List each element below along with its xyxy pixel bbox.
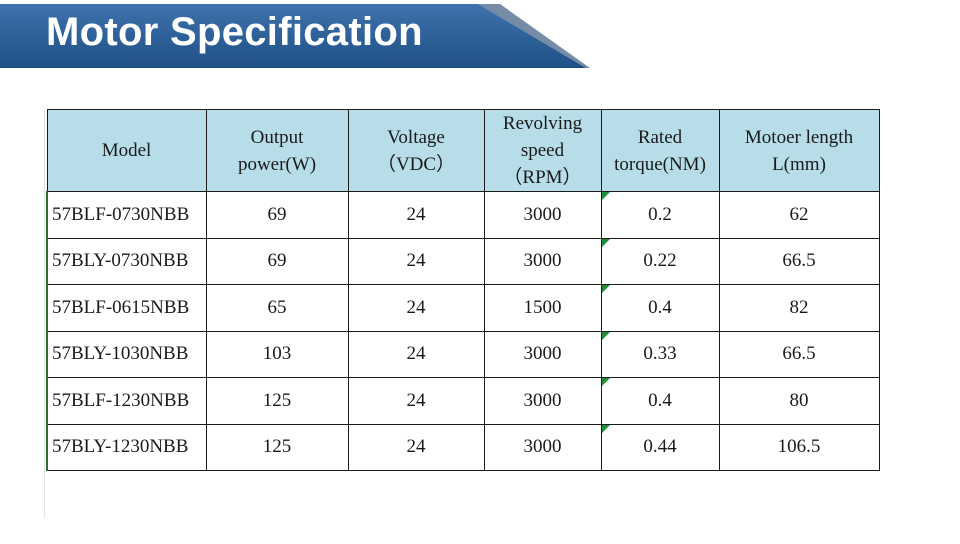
torque-value: 0.4 [648,389,672,411]
speed-cell: 3000 [483,423,602,471]
table-header-row: Model Output power(W) Voltage （VDC） Revo… [46,109,880,192]
torque-cell: 0.44 [600,423,720,471]
table-row: 57BLF-1230NBB 125 24 3000 0.4 80 [46,377,880,425]
voltage-cell: 24 [347,330,485,378]
table-row: 57BLY-1030NBB 103 24 3000 0.33 66.5 [46,330,880,378]
voltage-cell: 24 [347,423,485,471]
model-cell: 57BLF-0615NBB [46,284,207,332]
torque-cell: 0.4 [600,284,720,332]
torque-cell: 0.4 [600,377,720,425]
length-cell: 66.5 [718,237,880,285]
model-cell: 57BLY-1230NBB [46,423,207,471]
length-cell: 82 [718,284,880,332]
voltage-cell: 24 [347,191,485,239]
speed-cell: 3000 [483,377,602,425]
torque-value: 0.4 [648,296,672,318]
speed-cell: 3000 [483,330,602,378]
table-row: 57BLY-0730NBB 69 24 3000 0.22 66.5 [46,237,880,285]
header-rated-torque: Rated torque(NM) [600,109,720,192]
header-line: Revolving [502,113,583,134]
length-cell: 66.5 [718,330,880,378]
header-motor-length: Motoer length L(mm) [718,109,880,192]
output-power-cell: 69 [205,191,349,239]
output-power-cell: 103 [205,330,349,378]
output-power-cell: 125 [205,377,349,425]
title-banner: Motor Specification [0,0,590,70]
voltage-cell: 24 [347,377,485,425]
header-model: Model [46,109,207,192]
corner-marker-icon [601,192,610,200]
header-output-power: Output power(W) [205,109,349,192]
corner-marker-icon [601,238,610,247]
model-cell: 57BLY-0730NBB [46,237,207,285]
voltage-cell: 24 [347,284,485,332]
banner-shape [0,4,590,68]
header-line: （VDC） [376,153,456,175]
left-divider [44,108,45,518]
header-line: Rated [637,126,683,148]
page-title: Motor Specification [46,10,423,54]
torque-value: 0.44 [643,436,677,458]
output-power-cell: 125 [205,423,349,471]
torque-value: 0.33 [643,343,677,365]
motor-spec-table: Model Output power(W) Voltage （VDC） Revo… [46,109,880,471]
corner-marker-icon [601,331,610,340]
corner-marker-icon [601,285,610,293]
torque-value: 0.2 [648,203,672,225]
header-line: Model [101,140,152,161]
header-line: torque(NM) [614,153,706,175]
length-cell: 106.5 [718,423,880,471]
speed-cell: 3000 [483,191,602,239]
header-line: power(W) [237,153,317,175]
length-cell: 80 [718,377,880,425]
header-line: Motoer length [744,126,854,148]
model-cell: 57BLF-1230NBB [46,377,207,425]
length-cell: 62 [718,191,880,239]
model-cell: 57BLF-0730NBB [46,191,207,239]
speed-cell: 3000 [483,237,602,285]
header-line: （RPM） [503,167,582,188]
corner-marker-icon [601,378,610,386]
speed-cell: 1500 [483,284,602,332]
table-row: 57BLF-0615NBB 65 24 1500 0.4 82 [46,284,880,332]
model-cell: 57BLY-1030NBB [46,330,207,378]
torque-cell: 0.2 [600,191,720,239]
output-power-cell: 69 [205,237,349,285]
header-line: L(mm) [772,153,826,175]
table-row: 57BLY-1230NBB 125 24 3000 0.44 106.5 [46,423,880,471]
torque-value: 0.22 [643,250,677,272]
torque-cell: 0.22 [600,237,720,285]
torque-cell: 0.33 [600,330,720,378]
voltage-cell: 24 [347,237,485,285]
corner-marker-icon [601,424,610,433]
header-voltage: Voltage （VDC） [347,109,485,192]
header-line: Voltage [387,126,445,148]
output-power-cell: 65 [205,284,349,332]
header-line: Output [250,126,304,148]
header-line: speed [520,140,565,161]
table-row: 57BLF-0730NBB 69 24 3000 0.2 62 [46,191,880,239]
header-revolving-speed: Revolving speed （RPM） [483,109,602,192]
